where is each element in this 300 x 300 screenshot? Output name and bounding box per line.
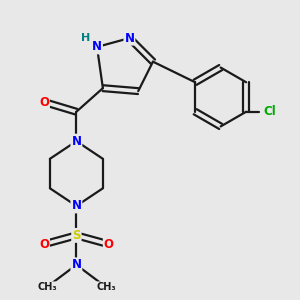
Text: O: O — [39, 238, 49, 251]
Text: CH₃: CH₃ — [96, 282, 116, 292]
Text: N: N — [92, 40, 102, 53]
Text: O: O — [104, 238, 114, 251]
Text: N: N — [71, 135, 81, 148]
Text: CH₃: CH₃ — [37, 282, 57, 292]
Text: H: H — [81, 33, 90, 43]
Text: N: N — [124, 32, 134, 45]
Text: S: S — [72, 229, 81, 242]
Text: N: N — [71, 258, 81, 271]
Text: Cl: Cl — [263, 105, 276, 118]
Text: N: N — [71, 200, 81, 212]
Text: O: O — [39, 96, 49, 110]
